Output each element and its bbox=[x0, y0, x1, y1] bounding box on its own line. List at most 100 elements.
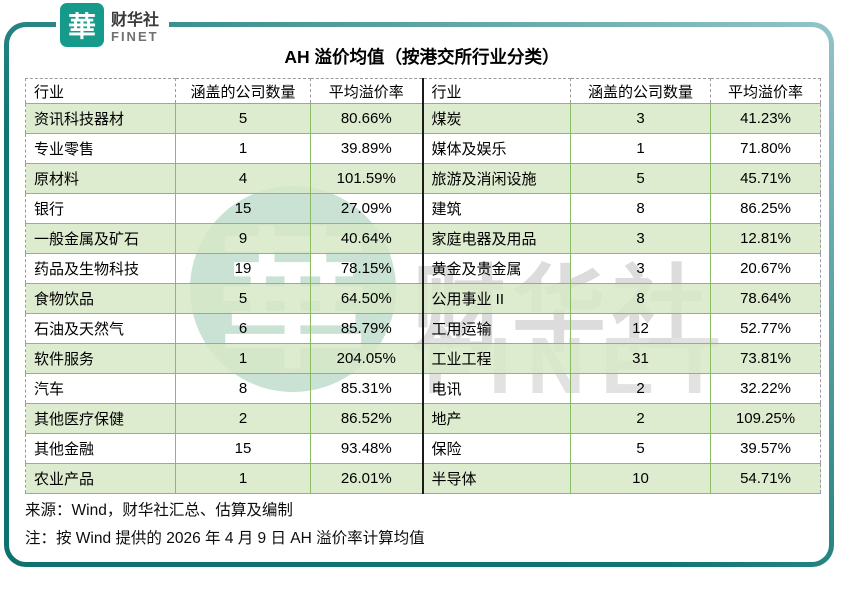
premium-cell: 85.79% bbox=[310, 313, 423, 344]
companies-cell: 8 bbox=[570, 283, 711, 314]
industry-cell: 原材料 bbox=[25, 163, 176, 194]
industry-cell: 资讯科技器材 bbox=[25, 103, 176, 134]
industry-cell: 工业工程 bbox=[421, 343, 571, 374]
industry-cell: 电讯 bbox=[421, 373, 571, 404]
premium-cell: 54.71% bbox=[710, 463, 821, 494]
logo-name-en: FINET bbox=[111, 29, 159, 44]
companies-cell: 10 bbox=[570, 463, 711, 494]
companies-cell: 12 bbox=[570, 313, 711, 344]
companies-cell: 3 bbox=[570, 223, 711, 254]
companies-cell: 15 bbox=[175, 433, 311, 464]
companies-cell: 5 bbox=[570, 433, 711, 464]
companies-cell: 19 bbox=[175, 253, 311, 284]
premium-cell: 71.80% bbox=[710, 133, 821, 164]
industry-cell: 一般金属及矿石 bbox=[25, 223, 176, 254]
industry-cell: 药品及生物科技 bbox=[25, 253, 176, 284]
logo-glyph: 華 bbox=[67, 11, 96, 42]
premium-cell: 27.09% bbox=[310, 193, 423, 224]
industry-cell: 旅游及消闲设施 bbox=[421, 163, 571, 194]
table-row: 资讯科技器材 5 80.66% 煤炭 3 41.23% bbox=[25, 103, 821, 134]
industry-cell: 专业零售 bbox=[25, 133, 176, 164]
premium-cell: 85.31% bbox=[310, 373, 423, 404]
premium-cell: 39.57% bbox=[710, 433, 821, 464]
industry-cell: 农业产品 bbox=[25, 463, 176, 494]
companies-cell: 2 bbox=[570, 373, 711, 404]
premium-cell: 45.71% bbox=[710, 163, 821, 194]
companies-cell: 6 bbox=[175, 313, 311, 344]
industry-cell: 工用运输 bbox=[421, 313, 571, 344]
premium-cell: 78.15% bbox=[310, 253, 423, 284]
industry-cell: 石油及天然气 bbox=[25, 313, 176, 344]
companies-cell: 2 bbox=[570, 403, 711, 434]
table-body: 资讯科技器材 5 80.66% 煤炭 3 41.23% 专业零售 1 39.89% 媒体及娱乐 1 7… bbox=[25, 103, 821, 494]
premium-cell: 41.23% bbox=[710, 103, 821, 134]
table-row: 原材料 4 101.59% 旅游及消闲设施 5 45.71% bbox=[25, 163, 821, 194]
page-title: AH 溢价均值（按港交所行业分类） bbox=[284, 47, 560, 67]
companies-cell: 5 bbox=[570, 163, 711, 194]
industry-cell: 建筑 bbox=[421, 193, 571, 224]
premium-cell: 73.81% bbox=[710, 343, 821, 374]
industry-cell: 半导体 bbox=[421, 463, 571, 494]
header-companies-right: 涵盖的公司数量 bbox=[570, 78, 711, 104]
companies-cell: 8 bbox=[570, 193, 711, 224]
premium-cell: 204.05% bbox=[310, 343, 423, 374]
footer-notes: 来源：Wind，财华社汇总、估算及编制 注：按 Wind 提供的 2026 年 … bbox=[25, 497, 425, 553]
companies-cell: 9 bbox=[175, 223, 311, 254]
industry-cell: 家庭电器及用品 bbox=[421, 223, 571, 254]
companies-cell: 4 bbox=[175, 163, 311, 194]
premium-cell: 20.67% bbox=[710, 253, 821, 284]
premium-cell: 32.22% bbox=[710, 373, 821, 404]
header-industry-left: 行业 bbox=[25, 78, 176, 104]
premium-cell: 86.52% bbox=[310, 403, 423, 434]
header-row: 行业 涵盖的公司数量 平均溢价率 行业 涵盖的公司数量 平均溢价率 bbox=[25, 78, 821, 104]
companies-cell: 3 bbox=[570, 103, 711, 134]
industry-cell: 汽车 bbox=[25, 373, 176, 404]
ah-premium-table: 行业 涵盖的公司数量 平均溢价率 行业 涵盖的公司数量 平均溢价率 资讯科技器材… bbox=[25, 78, 821, 494]
table-row: 其他金融 15 93.48% 保险 5 39.57% bbox=[25, 433, 821, 464]
table-row: 一般金属及矿石 9 40.64% 家庭电器及用品 3 12.81% bbox=[25, 223, 821, 254]
source-note: 来源：Wind，财华社汇总、估算及编制 bbox=[25, 502, 293, 519]
premium-cell: 101.59% bbox=[310, 163, 423, 194]
finet-logo: 華 财华社 FINET bbox=[56, 1, 170, 49]
logo-text: 财华社 FINET bbox=[111, 12, 159, 44]
premium-cell: 80.66% bbox=[310, 103, 423, 134]
header-premium-right: 平均溢价率 bbox=[710, 78, 821, 104]
industry-cell: 地产 bbox=[421, 403, 571, 434]
premium-cell: 93.48% bbox=[310, 433, 423, 464]
companies-cell: 8 bbox=[175, 373, 311, 404]
industry-cell: 软件服务 bbox=[25, 343, 176, 374]
premium-cell: 64.50% bbox=[310, 283, 423, 314]
companies-cell: 1 bbox=[175, 343, 311, 374]
companies-cell: 2 bbox=[175, 403, 311, 434]
premium-cell: 86.25% bbox=[710, 193, 821, 224]
industry-cell: 媒体及娱乐 bbox=[421, 133, 571, 164]
companies-cell: 1 bbox=[175, 463, 311, 494]
companies-cell: 15 bbox=[175, 193, 311, 224]
header-premium-left: 平均溢价率 bbox=[310, 78, 423, 104]
premium-cell: 12.81% bbox=[710, 223, 821, 254]
companies-cell: 31 bbox=[570, 343, 711, 374]
industry-cell: 公用事业 II bbox=[421, 283, 571, 314]
header-industry-right: 行业 bbox=[421, 78, 571, 104]
table-row: 汽车 8 85.31% 电讯 2 32.22% bbox=[25, 373, 821, 404]
companies-cell: 3 bbox=[570, 253, 711, 284]
table-row: 专业零售 1 39.89% 媒体及娱乐 1 71.80% bbox=[25, 133, 821, 164]
industry-cell: 保险 bbox=[421, 433, 571, 464]
companies-cell: 1 bbox=[175, 133, 311, 164]
premium-cell: 39.89% bbox=[310, 133, 423, 164]
logo-name-cn: 财华社 bbox=[111, 12, 160, 29]
table-row: 药品及生物科技 19 78.15% 黄金及贵金属 3 20.67% bbox=[25, 253, 821, 284]
table-row: 食物饮品 5 64.50% 公用事业 II 8 78.64% bbox=[25, 283, 821, 314]
companies-cell: 5 bbox=[175, 283, 311, 314]
table-row: 软件服务 1 204.05% 工业工程 31 73.81% bbox=[25, 343, 821, 374]
data-table: 行业 涵盖的公司数量 平均溢价率 行业 涵盖的公司数量 平均溢价率 资讯科技器材… bbox=[25, 78, 821, 494]
industry-cell: 银行 bbox=[25, 193, 176, 224]
industry-cell: 其他金融 bbox=[25, 433, 176, 464]
table-row: 石油及天然气 6 85.79% 工用运输 12 52.77% bbox=[25, 313, 821, 344]
companies-cell: 5 bbox=[175, 103, 311, 134]
premium-cell: 109.25% bbox=[710, 403, 821, 434]
industry-cell: 黄金及贵金属 bbox=[421, 253, 571, 284]
premium-cell: 78.64% bbox=[710, 283, 821, 314]
industry-cell: 煤炭 bbox=[421, 103, 571, 134]
